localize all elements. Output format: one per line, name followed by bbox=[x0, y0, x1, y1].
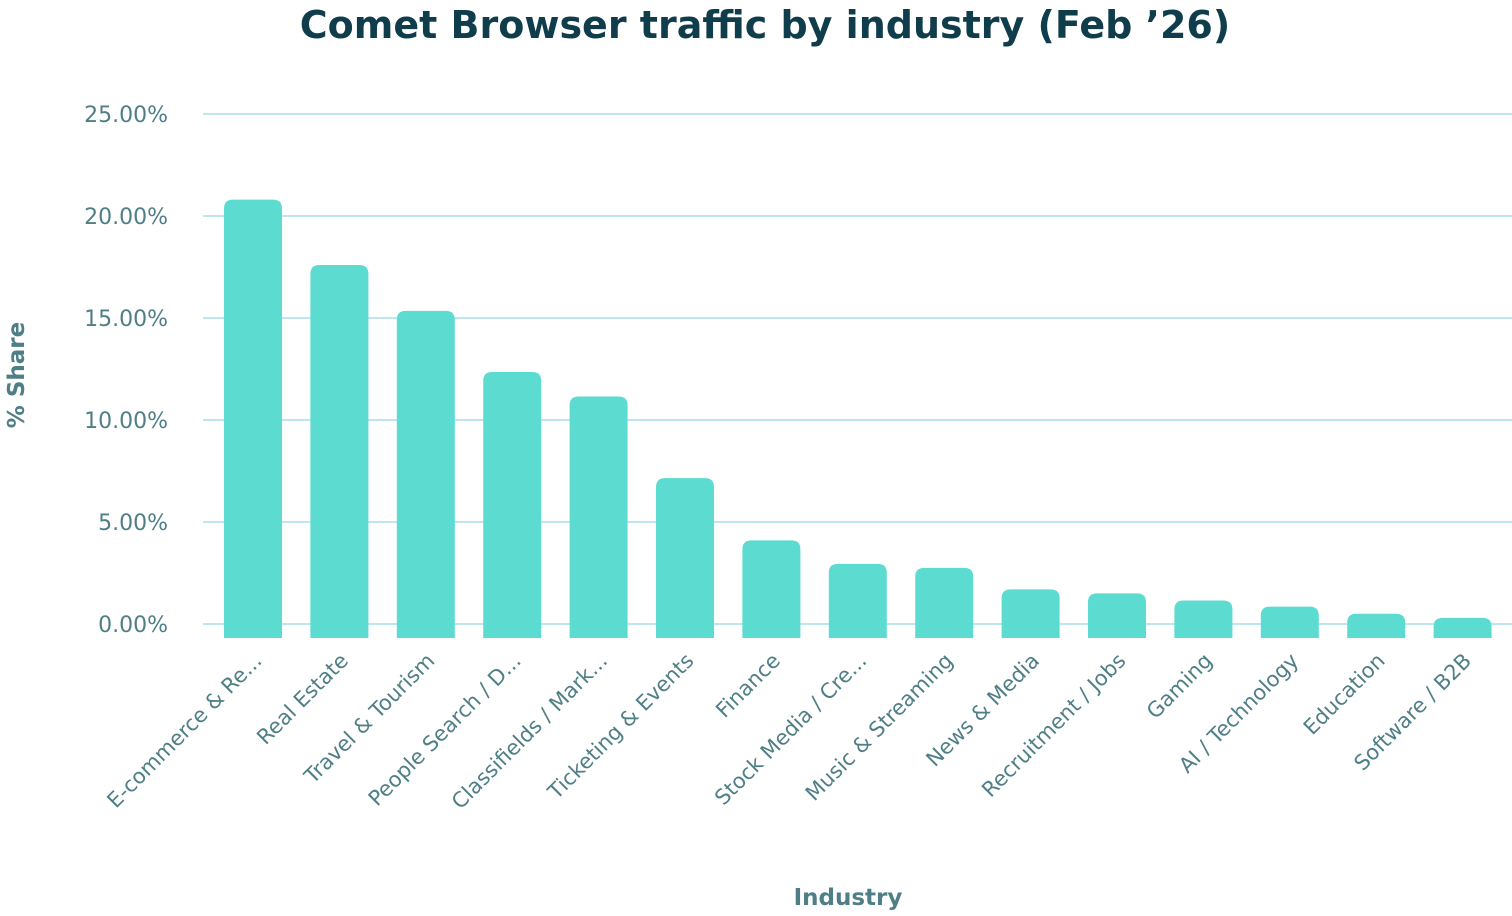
y-tick-label: 20.00% bbox=[84, 205, 168, 230]
y-tick-label: 25.00% bbox=[84, 103, 168, 128]
bar bbox=[656, 478, 714, 638]
x-tick-label: People Search / D... bbox=[364, 649, 526, 811]
bar bbox=[1260, 606, 1319, 638]
x-tick-label: Finance bbox=[711, 649, 785, 723]
bar bbox=[483, 372, 542, 638]
x-tick-label: Gaming bbox=[1142, 649, 1217, 724]
x-tick-label: E-commerce & Re... bbox=[102, 649, 266, 813]
x-tick-label: Ticketing & Events bbox=[543, 649, 699, 805]
bars bbox=[224, 199, 1492, 638]
bar bbox=[224, 199, 282, 638]
y-tick-label: 5.00% bbox=[98, 511, 168, 536]
x-tick-label: Music & Streaming bbox=[801, 649, 958, 806]
y-tick-label: 0.00% bbox=[98, 613, 168, 638]
bar bbox=[1001, 589, 1060, 638]
x-axis-title: Industry bbox=[794, 885, 903, 911]
bar bbox=[915, 567, 974, 638]
x-tick-label: Classifields / Mark... bbox=[447, 649, 612, 814]
bar bbox=[396, 310, 455, 638]
x-tick-label: Recruitment / Jobs bbox=[977, 649, 1130, 802]
bar bbox=[1174, 600, 1233, 638]
y-tick-label: 15.00% bbox=[84, 307, 168, 332]
bar bbox=[1347, 613, 1406, 638]
x-tick-label: Education bbox=[1299, 649, 1390, 740]
bar bbox=[310, 264, 369, 638]
bar bbox=[1088, 593, 1146, 638]
x-tick-label: Stock Media / Cre... bbox=[710, 649, 871, 810]
bar bbox=[742, 540, 801, 638]
bar bbox=[1433, 617, 1492, 638]
bar bbox=[569, 396, 628, 638]
bar bbox=[828, 563, 887, 638]
y-axis-title: % Share bbox=[4, 322, 30, 428]
y-tick-label: 10.00% bbox=[84, 409, 168, 434]
chart-title: Comet Browser traffic by industry (Feb ’… bbox=[300, 3, 1230, 47]
y-axis-ticks: 0.00% 5.00% 10.00% 15.00% 20.00% 25.00% bbox=[84, 103, 168, 638]
